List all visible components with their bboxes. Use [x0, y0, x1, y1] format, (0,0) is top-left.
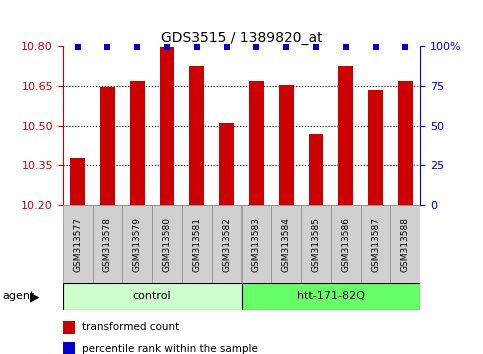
Bar — [309, 133, 324, 205]
Text: GSM313579: GSM313579 — [133, 217, 142, 272]
Bar — [63, 283, 242, 310]
Bar — [271, 205, 301, 283]
Bar — [100, 87, 115, 205]
Text: GSM313585: GSM313585 — [312, 217, 320, 272]
Bar — [301, 205, 331, 283]
Bar — [63, 205, 93, 283]
Bar — [242, 205, 271, 283]
Text: GSM313578: GSM313578 — [103, 217, 112, 272]
Bar — [70, 158, 85, 205]
Bar — [331, 205, 361, 283]
Text: transformed count: transformed count — [82, 322, 179, 332]
Text: GSM313577: GSM313577 — [73, 217, 82, 272]
Text: GSM313586: GSM313586 — [341, 217, 350, 272]
Bar — [189, 66, 204, 205]
Bar — [398, 81, 413, 205]
Text: GSM313582: GSM313582 — [222, 217, 231, 272]
Text: GSM313581: GSM313581 — [192, 217, 201, 272]
Bar — [338, 66, 353, 205]
Bar — [361, 205, 390, 283]
Bar — [219, 123, 234, 205]
Bar — [212, 205, 242, 283]
Bar — [122, 205, 152, 283]
Bar — [182, 205, 212, 283]
Text: GSM313584: GSM313584 — [282, 217, 291, 272]
Bar — [368, 90, 383, 205]
Bar — [249, 81, 264, 205]
Text: htt-171-82Q: htt-171-82Q — [297, 291, 365, 302]
Text: percentile rank within the sample: percentile rank within the sample — [82, 344, 258, 354]
Text: GSM313580: GSM313580 — [163, 217, 171, 272]
Text: GSM313588: GSM313588 — [401, 217, 410, 272]
Bar — [390, 205, 420, 283]
Bar — [279, 85, 294, 205]
Bar — [130, 81, 145, 205]
Title: GDS3515 / 1389820_at: GDS3515 / 1389820_at — [161, 31, 322, 45]
Bar — [242, 283, 420, 310]
Text: GSM313587: GSM313587 — [371, 217, 380, 272]
Text: GSM313583: GSM313583 — [252, 217, 261, 272]
Bar — [152, 205, 182, 283]
Text: ▶: ▶ — [30, 290, 40, 303]
Text: agent: agent — [2, 291, 35, 302]
Text: control: control — [133, 291, 171, 302]
Bar — [93, 205, 122, 283]
Bar — [159, 47, 174, 205]
